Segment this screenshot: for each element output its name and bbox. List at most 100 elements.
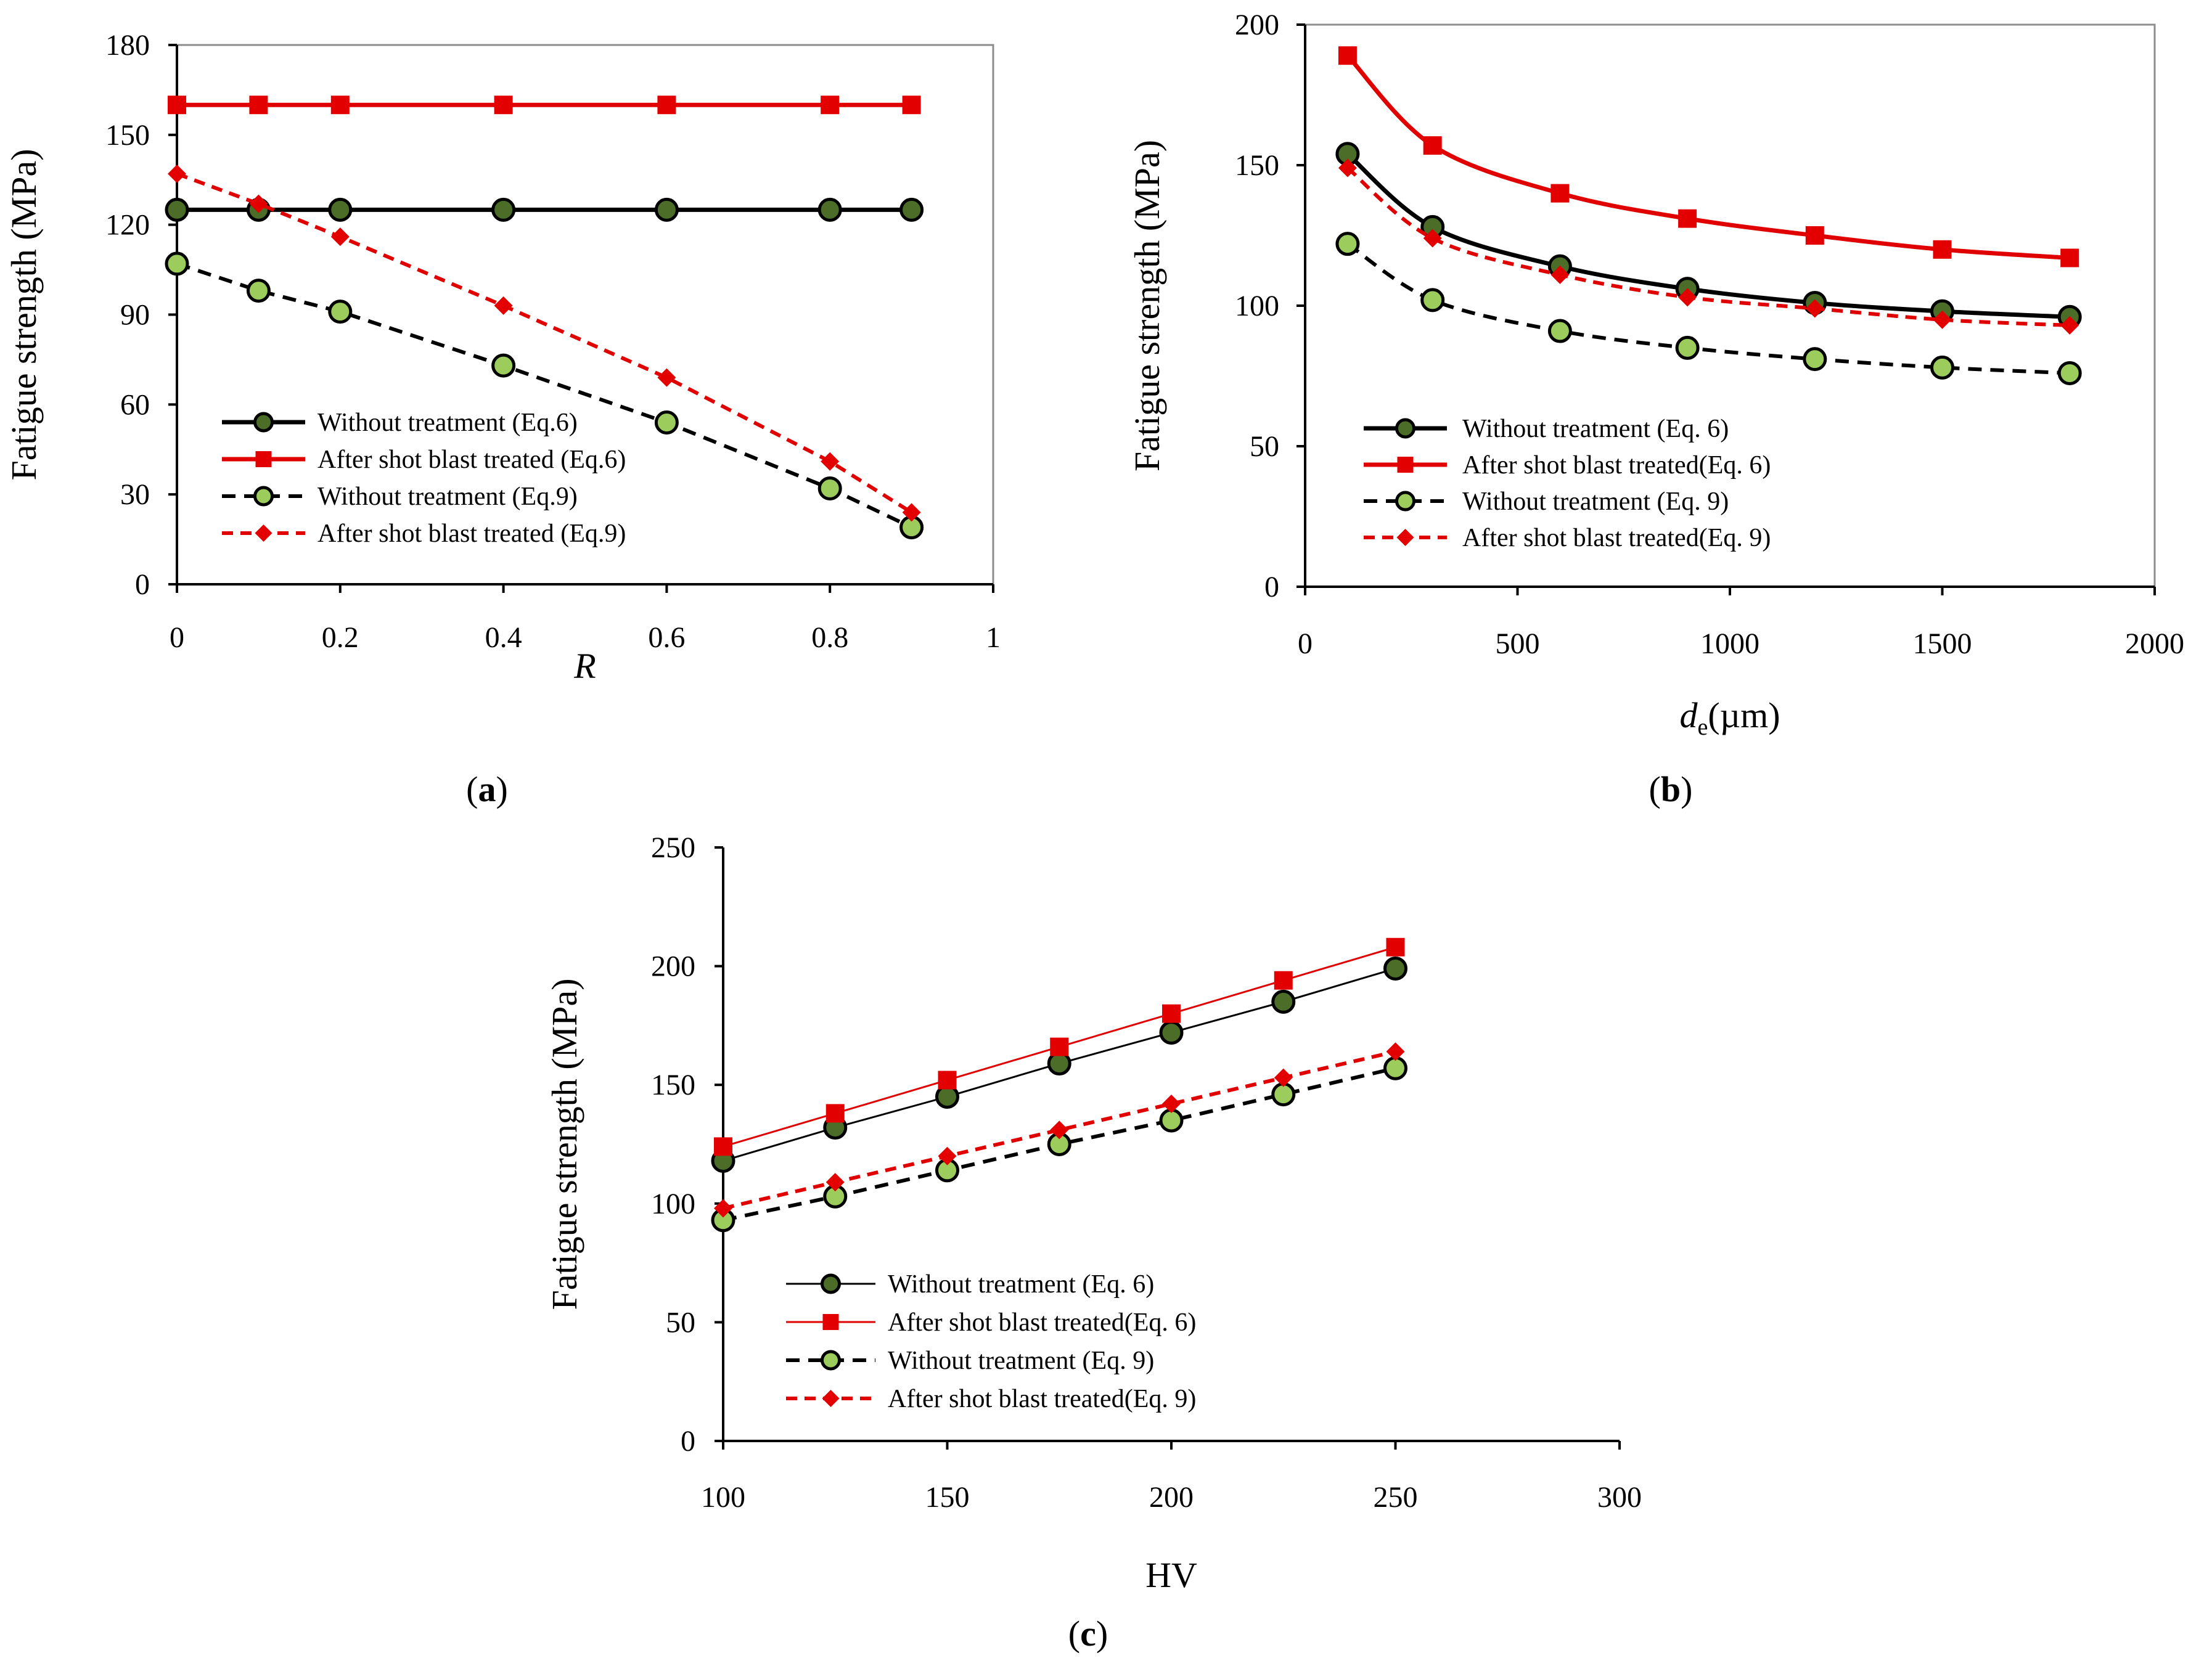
series-line-3 — [1346, 242, 2070, 375]
legend-marker-2 — [255, 451, 272, 467]
data-point-s4-4 — [1678, 288, 1697, 307]
data-point-s4-5 — [1162, 1095, 1181, 1114]
panel-label: (c) — [1068, 1614, 1108, 1654]
data-point-s4-3 — [938, 1146, 957, 1165]
data-point-s2-2 — [249, 96, 268, 115]
legend-marker-1 — [253, 412, 274, 433]
panel-label-letter: b — [1661, 769, 1681, 809]
y-tick-label: 60 — [120, 388, 150, 421]
data-point-s4-3 — [330, 227, 350, 247]
legend-marker-3 — [1395, 491, 1415, 512]
series-line-1 — [1346, 152, 2070, 319]
legend-entry-1: Without treatment (Eq. 6) — [1462, 415, 1729, 443]
data-point-s2-4 — [494, 96, 513, 115]
x-axis-title-subscript: e — [1697, 714, 1708, 740]
data-point-s4-7 — [902, 503, 921, 522]
data-point-s4-7 — [1386, 1042, 1405, 1061]
data-point-s4-6 — [1933, 310, 1952, 329]
data-point-s2-2 — [1423, 136, 1442, 155]
x-tick-label: 0 — [170, 621, 184, 654]
x-axis-title: HV — [1145, 1555, 1197, 1595]
legend-marker-3 — [821, 1350, 841, 1371]
x-axis-title-symbol: d — [1679, 695, 1698, 735]
data-point-s2-3 — [330, 96, 350, 115]
data-point-s4-7 — [2060, 316, 2079, 335]
legend-marker-1 — [821, 1273, 841, 1294]
data-point-s2-1 — [1338, 46, 1357, 65]
data-point-s4-6 — [821, 452, 840, 471]
data-point-s2-7 — [902, 96, 921, 115]
data-point-s4-1 — [168, 165, 186, 184]
data-point-s4-4 — [494, 296, 513, 315]
legend-entry-2: After shot blast treated(Eq. 6) — [1462, 451, 1771, 479]
data-point-s3-6 — [1930, 355, 1954, 380]
data-point-s1-4 — [491, 197, 516, 222]
x-axis-title-unit: (µm) — [1708, 695, 1780, 735]
x-tick-label: 0.4 — [485, 621, 522, 654]
data-point-s4-4 — [1050, 1120, 1069, 1140]
data-point-s2-2 — [825, 1104, 845, 1123]
x-tick-label: 250 — [1374, 1481, 1418, 1514]
panel-label-close: ) — [1681, 769, 1692, 809]
panel-label-open: ( — [1649, 769, 1661, 809]
data-point-s4-5 — [657, 368, 676, 387]
legend-marker-4 — [822, 1390, 840, 1407]
legend: Without treatment (Eq. 6) After shot blas… — [786, 1270, 1196, 1413]
x-tick-label: 200 — [1149, 1481, 1194, 1514]
panel-label-close: ) — [496, 769, 508, 809]
x-tick-label: 0.8 — [811, 621, 848, 654]
panel-label-open: ( — [466, 769, 478, 809]
y-tick-label: 180 — [105, 29, 150, 62]
y-tick-label: 50 — [1250, 430, 1279, 463]
y-tick-label: 30 — [120, 478, 150, 511]
panel-label-letter: a — [478, 769, 496, 809]
legend-entry-1: Without treatment (Eq.6) — [317, 409, 578, 437]
panel-label-letter: c — [1080, 1614, 1096, 1654]
legend-marker-4 — [1396, 529, 1414, 546]
x-tick-label: 0 — [1298, 627, 1313, 660]
x-tick-label: 100 — [701, 1481, 745, 1514]
legend-entry-3: Without treatment (Eq. 9) — [888, 1347, 1154, 1375]
data-point-s4-1 — [714, 1199, 732, 1218]
y-axis-title: Fatigue strength (MPa) — [4, 149, 44, 480]
data-point-s2-6 — [821, 96, 840, 115]
data-point-s2-3 — [1550, 184, 1570, 203]
y-tick-label: 150 — [651, 1069, 695, 1101]
legend-entry-3: Without treatment (Eq.9) — [317, 483, 578, 511]
y-tick-label: 150 — [1235, 149, 1279, 182]
panel-label: (a) — [466, 769, 508, 809]
legend-entry-4: After shot blast treated(Eq. 9) — [1462, 524, 1771, 552]
legend-marker-1 — [1395, 418, 1415, 439]
y-tick-label: 200 — [1235, 9, 1279, 41]
data-point-s2-5 — [1805, 226, 1824, 245]
panel-label-close: ) — [1096, 1614, 1108, 1654]
data-point-s2-7 — [1386, 937, 1405, 957]
legend: Without treatment (Eq.6) After shot blast… — [222, 409, 626, 548]
legend-entry-3: Without treatment (Eq. 9) — [1462, 488, 1729, 516]
data-point-s3-6 — [817, 476, 842, 500]
y-tick-label: 0 — [1264, 571, 1279, 603]
data-point-s4-2 — [1423, 229, 1442, 248]
y-tick-label: 100 — [651, 1188, 695, 1220]
data-point-s3-7 — [1383, 1056, 1407, 1080]
data-point-s1-4 — [1047, 1051, 1071, 1076]
data-point-s3-2 — [1420, 288, 1445, 312]
data-point-s2-4 — [1678, 209, 1697, 228]
data-point-s2-5 — [1162, 1004, 1181, 1023]
x-tick-label: 300 — [1597, 1481, 1642, 1514]
y-tick-label: 250 — [651, 831, 695, 864]
data-point-s3-5 — [1803, 347, 1827, 372]
legend-marker-2 — [1397, 457, 1414, 473]
data-point-s1-3 — [328, 197, 353, 222]
data-point-s3-7 — [2057, 361, 2082, 385]
x-axis-title: R — [573, 646, 596, 686]
data-point-s3-3 — [328, 300, 353, 324]
x-tick-label: 1500 — [1913, 627, 1972, 660]
data-point-s4-2 — [249, 194, 268, 213]
data-point-s1-6 — [1271, 989, 1296, 1014]
y-axis-title: Fatigue strength (MPa) — [544, 978, 584, 1310]
data-point-s2-3 — [938, 1071, 957, 1090]
data-point-s3-6 — [1271, 1082, 1296, 1107]
